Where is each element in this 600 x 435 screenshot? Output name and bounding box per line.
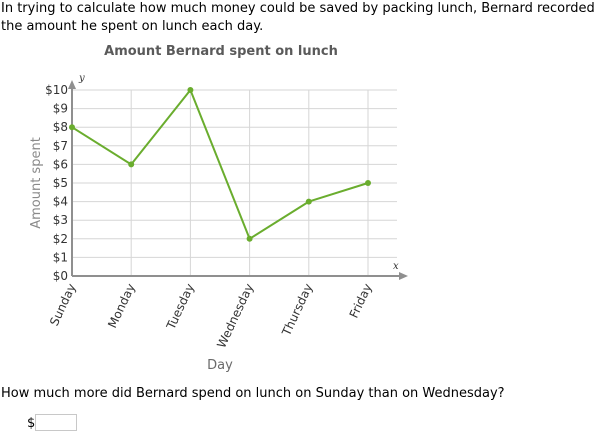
x-axis-arrow	[399, 272, 408, 280]
line-chart: $0 $1 $2 $3 $4 $5 $6 $7 $8 $9 $10 Sunday Monday Tues…	[29, 73, 408, 373]
chart-title: Amount Bernard spent on lunch	[104, 44, 338, 59]
y-tick-label: $10	[45, 83, 68, 97]
y-tick-label: $8	[53, 120, 68, 134]
x-tick-label: Thursday	[279, 281, 316, 338]
y-tick-label: $1	[53, 250, 68, 264]
data-line-segment	[307, 182, 369, 203]
y-tick-label: $9	[53, 102, 68, 116]
x-tick-label: Monday	[105, 281, 138, 330]
x-tick-label: Friday	[347, 281, 375, 320]
answer-input[interactable]	[35, 414, 77, 431]
y-tick-labels: $0 $1 $2 $3 $4 $5 $6 $7 $8 $9 $10	[45, 83, 68, 283]
data-points	[69, 87, 371, 242]
data-line-segment	[130, 89, 192, 166]
y-axis-symbol: y	[78, 73, 85, 84]
data-line-segment	[71, 126, 133, 166]
axes	[68, 80, 408, 280]
data-line-segment	[189, 89, 251, 240]
y-tick-label: $0	[53, 269, 68, 283]
x-axis-title: Day	[207, 358, 233, 373]
y-tick-label: $4	[53, 195, 68, 209]
problem-intro: In trying to calculate how much money co…	[1, 1, 595, 34]
data-point	[69, 124, 75, 131]
data-point	[128, 161, 135, 168]
y-tick-label: $2	[53, 232, 68, 246]
y-axis-arrow	[68, 80, 76, 89]
data-point	[246, 235, 253, 242]
currency-symbol: $	[27, 416, 36, 431]
y-tick-label: $7	[53, 139, 68, 153]
x-tick-label: Tuesday	[163, 281, 197, 332]
x-tick-labels: Sunday Monday Tuesday Wednesday Thursday Frid…	[47, 281, 375, 350]
y-axis-title: Amount spent	[29, 137, 44, 229]
x-tick-label: Wednesday	[214, 281, 256, 350]
x-tick-label: Sunday	[47, 281, 79, 328]
x-axis-symbol: x	[393, 261, 399, 272]
y-tick-label: $3	[53, 213, 68, 227]
data-point	[305, 198, 312, 205]
grid-lines	[72, 89, 397, 276]
data-line-segment	[248, 200, 310, 240]
data-point	[187, 87, 194, 93]
y-tick-label: $6	[53, 157, 68, 171]
y-tick-label: $5	[53, 176, 68, 190]
data-line-layer	[71, 89, 369, 240]
data-point	[365, 180, 371, 186]
question-text: How much more did Bernard spend on lunch…	[1, 386, 505, 401]
